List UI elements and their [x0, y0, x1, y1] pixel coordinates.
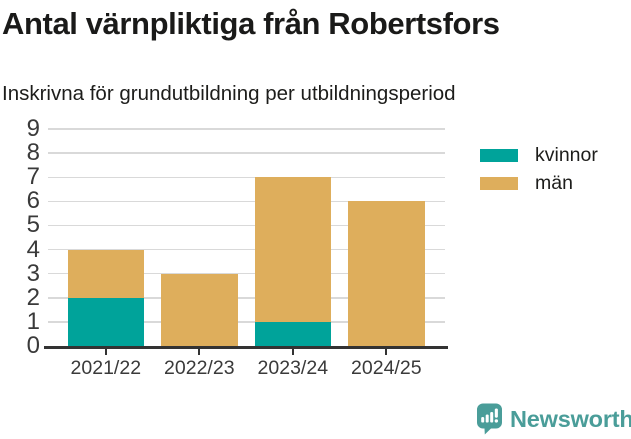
gridline-y1	[48, 321, 445, 323]
y-axis-label-4: 4	[26, 235, 40, 263]
legend-item-kvinnor: kvinnor	[480, 145, 598, 165]
legend-label-män: män	[535, 172, 573, 194]
bar-segment-kvinnor-2021/22	[67, 297, 144, 346]
x-axis-label-2023/24: 2023/24	[257, 357, 329, 379]
legend-item-män: män	[480, 173, 598, 193]
chart-title: Antal värnpliktiga från Robertsfors	[2, 6, 500, 41]
y-axis-label-7: 7	[26, 163, 40, 191]
x-axis-tick-2023/24	[291, 348, 294, 355]
y-axis-label-0: 0	[26, 332, 40, 359]
newsworthy-logo[interactable]: Newsworthy	[476, 403, 631, 435]
gridline-y5	[48, 224, 445, 227]
bar-segment-kvinnor-2023/24	[254, 321, 331, 346]
x-axis-label-2021/22: 2021/22	[70, 357, 142, 379]
chart-subtitle: Inskrivna för grundutbildning per utbild…	[2, 82, 456, 105]
y-axis-label-9: 9	[26, 115, 40, 142]
x-axis-tick-2021/22	[104, 348, 107, 355]
y-axis-label-1: 1	[26, 307, 40, 335]
y-axis-label-5: 5	[26, 211, 40, 239]
gridline-y2	[48, 297, 445, 299]
bar-segment-män-2022/23	[161, 273, 238, 346]
y-axis-label-6: 6	[26, 187, 40, 215]
bar-segment-män-2023/24	[254, 177, 331, 322]
gridline-y4	[48, 248, 445, 251]
y-axis-label-2: 2	[26, 283, 40, 311]
gridline-y6	[48, 200, 445, 203]
x-axis-tick-2024/25	[385, 348, 388, 355]
x-axis-tick-2022/23	[198, 348, 201, 355]
y-axis-label-3: 3	[26, 259, 40, 287]
legend-swatch-män	[480, 176, 518, 190]
legend-swatch-kvinnor	[480, 148, 518, 162]
bar-segment-män-2024/25	[348, 201, 425, 346]
x-axis-label-2024/25: 2024/25	[351, 357, 422, 379]
gridline-y9	[48, 128, 445, 130]
x-axis-line	[44, 345, 448, 349]
legend-label-kvinnor: kvinnor	[535, 144, 598, 166]
newsworthy-speech-bubble-chart-icon	[477, 403, 502, 435]
gridline-y3	[48, 272, 445, 275]
y-axis-label-8: 8	[26, 139, 40, 167]
bar-segment-män-2021/22	[67, 249, 144, 298]
newsworthy-wordmark: Newsworthy	[510, 406, 631, 432]
gridline-y8	[48, 152, 445, 154]
gridline-y7	[48, 176, 445, 178]
x-axis-label-2022/23: 2022/23	[164, 357, 235, 379]
chart-legend: kvinnor män	[480, 145, 598, 201]
